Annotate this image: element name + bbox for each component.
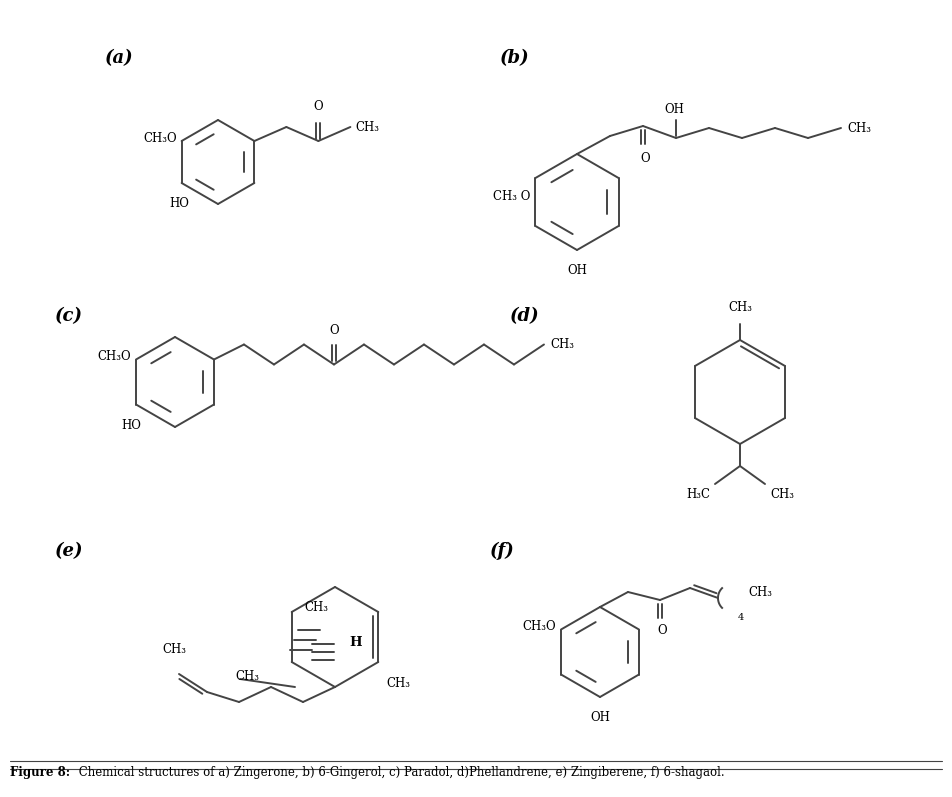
- Text: HO: HO: [169, 197, 189, 210]
- Text: CH₃O: CH₃O: [523, 620, 556, 633]
- Text: CH₃O: CH₃O: [143, 132, 177, 144]
- Text: OH: OH: [567, 264, 587, 277]
- Text: (a): (a): [105, 49, 133, 67]
- Text: (f): (f): [490, 542, 515, 560]
- Text: CH₃: CH₃: [550, 338, 574, 351]
- Text: (d): (d): [510, 307, 540, 325]
- Text: O: O: [313, 100, 323, 113]
- Text: OH: OH: [590, 711, 610, 724]
- Text: 4: 4: [738, 613, 744, 622]
- Text: CH₃: CH₃: [728, 301, 752, 314]
- Text: CH₃: CH₃: [748, 587, 772, 599]
- Text: CH₃: CH₃: [235, 670, 259, 684]
- Text: CH₃: CH₃: [387, 677, 410, 690]
- Text: O: O: [329, 324, 339, 336]
- Text: (c): (c): [55, 307, 83, 325]
- Text: H: H: [349, 635, 363, 649]
- Text: (b): (b): [500, 49, 529, 67]
- Text: CH₃: CH₃: [162, 643, 186, 656]
- Text: CH₃: CH₃: [770, 488, 794, 501]
- Text: Figure 8:: Figure 8:: [10, 766, 70, 779]
- Text: Chemical structures of a) Zingerone, b) 6-Gingerol, c) Paradol, d)Phellandrene, : Chemical structures of a) Zingerone, b) …: [75, 766, 724, 779]
- Text: O: O: [657, 624, 666, 637]
- Text: CH₃: CH₃: [305, 601, 328, 614]
- Text: CH₃O: CH₃O: [97, 350, 131, 363]
- Text: CH₃: CH₃: [847, 121, 871, 135]
- Text: (e): (e): [55, 542, 84, 560]
- Text: H₃C: H₃C: [686, 488, 710, 501]
- Text: CH₃: CH₃: [355, 120, 380, 134]
- Text: CH₃ O: CH₃ O: [493, 190, 530, 202]
- Text: HO: HO: [121, 418, 141, 431]
- Text: OH: OH: [664, 103, 684, 116]
- Text: O: O: [640, 152, 650, 165]
